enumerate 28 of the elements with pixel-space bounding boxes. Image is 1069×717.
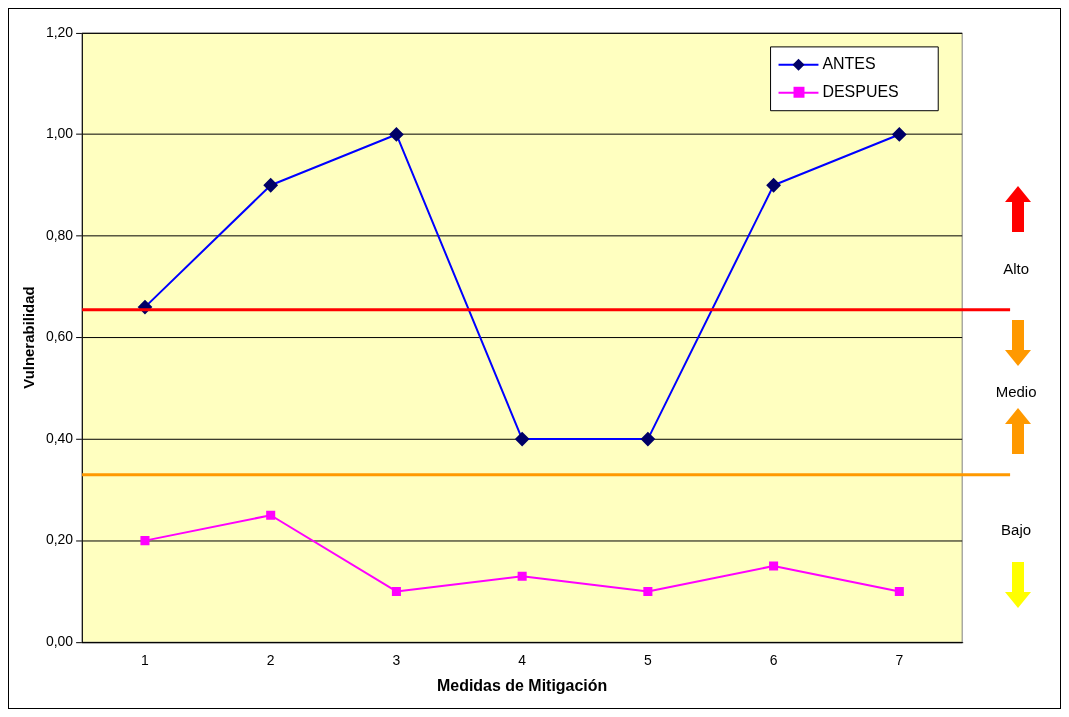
- y-tick-label: 0,60: [45, 328, 74, 345]
- x-axis-title: Medidas de Mitigación: [437, 676, 608, 694]
- point: [769, 561, 779, 571]
- point: [643, 586, 653, 596]
- x-tick-label: 3: [392, 652, 401, 669]
- point: [266, 510, 276, 520]
- y-tick-label: 1,00: [45, 125, 74, 142]
- y-tick-label: 1,20: [45, 23, 74, 40]
- point: [140, 536, 150, 546]
- y-tick-label: 0,00: [45, 633, 74, 650]
- point: [894, 586, 904, 596]
- text: Bajo: [1001, 520, 1032, 538]
- x-tick-label: 2: [266, 652, 275, 669]
- x-tick-label: 1: [141, 652, 150, 669]
- x-tick-label: 7: [895, 652, 904, 669]
- legend-label: DESPUES: [822, 83, 899, 101]
- legend-label: ANTES: [822, 55, 876, 73]
- y-tick-label: 0,40: [45, 429, 74, 446]
- y-axis-title: Vulnerabilidad: [20, 286, 38, 389]
- text: Alto: [1003, 260, 1029, 278]
- point: [391, 586, 401, 596]
- text: Medio: [995, 383, 1037, 401]
- x-tick-label: 4: [518, 652, 527, 669]
- y-tick-label: 0,20: [45, 531, 74, 548]
- x-tick-label: 5: [643, 652, 652, 669]
- point: [517, 571, 527, 581]
- y-tick-label: 0,80: [45, 226, 74, 243]
- x-tick-label: 6: [769, 652, 778, 669]
